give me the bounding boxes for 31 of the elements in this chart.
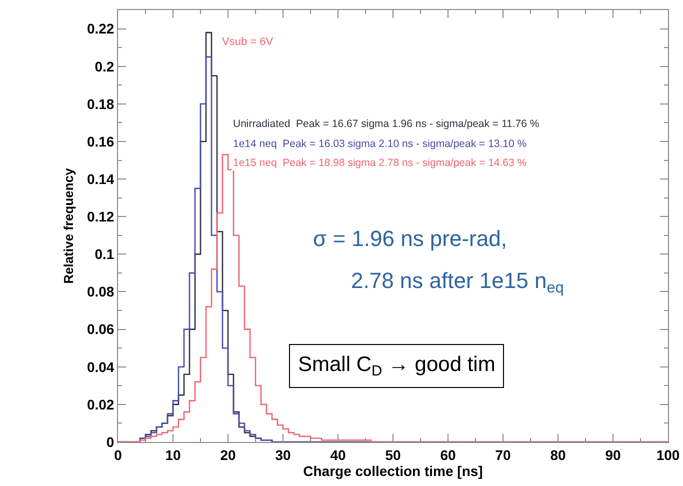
y-tick-label: 0	[106, 434, 114, 450]
x-tick-label: 80	[550, 446, 566, 463]
x-tick-label: 70	[495, 446, 511, 463]
annotation: 1e14 neq Peak = 16.03 sigma 2.10 ns - sigma/peak = 13.10 %	[233, 138, 527, 150]
y-axis-title: Relative frequency	[60, 167, 76, 284]
y-tick-label: 0.22	[86, 20, 114, 37]
annotation: 1e15 neq Peak = 18.98 sigma 2.78 ns - sigma/peak = 14.63 %	[233, 157, 527, 169]
y-tick-label: 0.1	[94, 246, 114, 262]
y-tick-label: 0.18	[86, 96, 114, 112]
annotation: σ = 1.96 ns pre-rad,	[313, 226, 507, 251]
x-axis-title: Charge collection time [ns]	[303, 462, 483, 479]
x-tick-label: 20	[220, 446, 236, 463]
y-tick-label: 0.2	[94, 58, 114, 74]
x-tick-label: 50	[385, 446, 401, 463]
y-tick-label: 0.12	[86, 208, 114, 225]
annotation: 2.78 ns after 1e15 n$_{eq}$	[351, 268, 564, 297]
x-tick-label: 90	[605, 446, 621, 463]
x-tick-label: 30	[275, 446, 291, 463]
annotation: Vsub = 6V	[222, 36, 274, 48]
annotation: Unirradiated Peak = 16.67 sigma 1.96 ns - sigma/peak = 11.76 %	[233, 118, 540, 130]
y-tick-label: 0.14	[86, 170, 114, 187]
x-tick-label: 60	[440, 446, 456, 463]
y-tick-label: 0.08	[86, 284, 114, 300]
y-tick-label: 0.06	[86, 321, 114, 338]
y-tick-label: 0.16	[86, 133, 114, 150]
x-tick-label: 40	[330, 446, 346, 463]
x-tick-label: 10	[165, 446, 181, 463]
annotation: Small C$_{D}$ → good tim	[298, 353, 496, 380]
x-tick-label: 100	[656, 446, 680, 463]
y-tick-label: 0.02	[86, 396, 114, 412]
y-tick-label: 0.04	[86, 358, 114, 375]
